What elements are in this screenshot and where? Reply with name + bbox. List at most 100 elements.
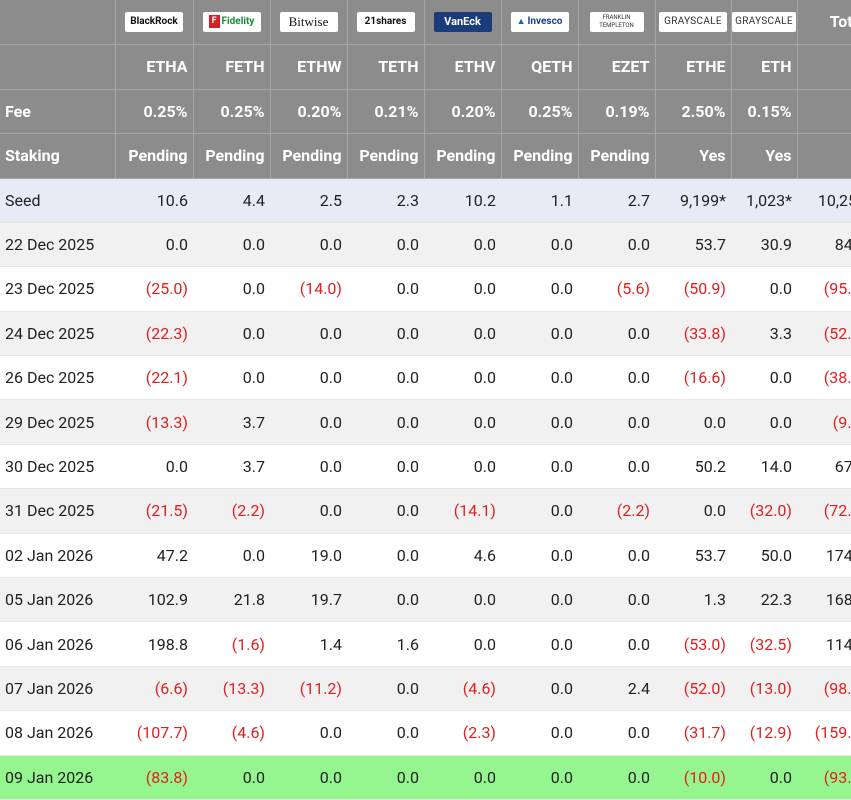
flow-value-cell: 1.6	[347, 621, 424, 667]
flow-value-cell: 3.7	[193, 444, 270, 490]
flow-value-cell: 0.0	[578, 755, 655, 800]
staking-row: Staking Pending Pending Pending Pending …	[0, 133, 851, 179]
flows-body: Seed 10.6 4.4 2.5 2.3 10.2 1.1 2.7 9,199* 1,023* 1…	[0, 178, 851, 800]
flow-value-cell: 0.0	[193, 755, 270, 800]
table-row: 02 Jan 2026 47.2 0.0 19.0 0.0 4.6 0.0 0.0 53.7 50…	[0, 533, 851, 579]
flow-value-cell: 0.0	[347, 355, 424, 401]
ticker-feth: FETH	[193, 44, 271, 90]
fee-feth: 0.25%	[193, 89, 271, 134]
flow-value-cell: 30.9	[731, 222, 797, 268]
flow-value-cell: (21.5)	[115, 488, 193, 534]
flow-value-cell: 0.0	[655, 399, 731, 445]
flow-value-cell: 0.0	[424, 266, 501, 312]
ticker-row-label	[0, 44, 116, 90]
corner-cell	[0, 0, 116, 45]
row-date: 29 Dec 2025	[0, 399, 115, 445]
total-value-cell: 174.5	[797, 533, 851, 579]
staking-ezet: Pending	[578, 133, 656, 179]
flow-value-cell: (14.1)	[424, 488, 501, 534]
flow-value-cell: 102.9	[115, 577, 193, 623]
table-row: 05 Jan 2026 102.9 21.8 19.7 0.0 0.0 0.0 0.0 1.3 2…	[0, 577, 851, 623]
ticker-total	[797, 44, 851, 90]
staking-feth: Pending	[193, 133, 271, 179]
table-row: 08 Jan 2026 (107.7) (4.6) 0.0 0.0 (2.3) 0.0 0.0…	[0, 710, 851, 756]
issuer-vaneck: VanEck	[424, 0, 502, 45]
grayscale-logo: GRAYSCALE	[732, 12, 796, 33]
row-date: 06 Jan 2026	[0, 621, 115, 667]
total-value-cell: (159.2)	[797, 710, 851, 756]
flow-value-cell: 2.5	[270, 178, 347, 223]
flow-value-cell: 0.0	[347, 533, 424, 579]
total-value-cell: 67.9	[797, 444, 851, 490]
flow-value-cell: (13.3)	[115, 399, 193, 445]
flow-value-cell: 0.0	[501, 755, 578, 800]
vaneck-logo: VanEck	[433, 12, 492, 33]
fee-row: Fee 0.25% 0.25% 0.20% 0.21% 0.20% 0.25% …	[0, 89, 851, 134]
flow-value-cell: (32.0)	[731, 488, 797, 534]
21shares-logo: 21shares	[356, 12, 415, 33]
table-row: 24 Dec 2025 (22.3) 0.0 0.0 0.0 0.0 0.0 0.0 (33.8…	[0, 311, 851, 357]
flow-value-cell: 0.0	[501, 311, 578, 357]
flow-value-cell: 0.0	[270, 222, 347, 268]
flow-value-cell: 0.0	[193, 266, 270, 312]
issuer-grayscale-ethe: GRAYSCALE	[655, 0, 732, 45]
staking-ethw: Pending	[270, 133, 348, 179]
flow-value-cell: 0.0	[578, 311, 655, 357]
flow-value-cell: 0.0	[424, 621, 501, 667]
flow-value-cell: 198.8	[115, 621, 193, 667]
total-value-cell: 168.0	[797, 577, 851, 623]
row-date: 02 Jan 2026	[0, 533, 115, 579]
flow-value-cell: 1.4	[270, 621, 347, 667]
flow-value-cell: (50.9)	[655, 266, 731, 312]
flow-value-cell: 4.6	[424, 533, 501, 579]
issuer-invesco: ▲ Invesco	[501, 0, 579, 45]
flow-value-cell: (4.6)	[193, 710, 270, 756]
flow-value-cell: 0.0	[501, 266, 578, 312]
ticker-ethe: ETHE	[655, 44, 732, 90]
seed-row: Seed 10.6 4.4 2.5 2.3 10.2 1.1 2.7 9,199* 1,023* 1…	[0, 178, 851, 223]
flow-value-cell: 0.0	[347, 311, 424, 357]
bitwise-logo: Bitwise	[279, 12, 338, 33]
flow-value-cell: 19.0	[270, 533, 347, 579]
row-date: 24 Dec 2025	[0, 311, 115, 357]
fidelity-logo: F Fidelity	[202, 12, 261, 33]
ticker-row: ETHA FETH ETHW TETH ETHV QETH EZET ETHE …	[0, 44, 851, 90]
total-header: Total	[797, 0, 851, 45]
flow-value-cell: 0.0	[347, 488, 424, 534]
flow-value-cell: 0.0	[578, 222, 655, 268]
flow-value-cell: 14.0	[731, 444, 797, 490]
flow-value-cell: 0.0	[270, 444, 347, 490]
flow-value-cell: (16.6)	[655, 355, 731, 401]
flow-value-cell: 1,023*	[731, 178, 797, 223]
flow-value-cell: 0.0	[578, 444, 655, 490]
ticker-teth: TETH	[347, 44, 425, 90]
table-row: 30 Dec 2025 0.0 3.7 0.0 0.0 0.0 0.0 0.0 50.2 14.0…	[0, 444, 851, 490]
ticker-ethv: ETHV	[424, 44, 502, 90]
flow-value-cell: (14.0)	[270, 266, 347, 312]
flow-value-cell: 0.0	[501, 666, 578, 712]
flow-value-cell: 0.0	[347, 666, 424, 712]
flow-value-cell: 3.7	[193, 399, 270, 445]
fee-ethw: 0.20%	[270, 89, 348, 134]
flow-value-cell: 0.0	[501, 355, 578, 401]
total-value-cell: (98.3)	[797, 666, 851, 712]
grayscale-logo: GRAYSCALE	[659, 12, 727, 33]
flow-value-cell: (2.2)	[578, 488, 655, 534]
franklin-templeton-logo: FRANKLIN TEMPLETON	[589, 12, 644, 33]
flow-value-cell: 4.4	[193, 178, 270, 223]
flow-value-cell: 0.0	[347, 755, 424, 800]
table-row: 29 Dec 2025 (13.3) 3.7 0.0 0.0 0.0 0.0 0.0 0.0 0.…	[0, 399, 851, 445]
flow-value-cell: (4.6)	[424, 666, 501, 712]
flow-value-cell: 21.8	[193, 577, 270, 623]
flow-value-cell: 9,199*	[655, 178, 731, 223]
flow-value-cell: 0.0	[193, 355, 270, 401]
issuer-grayscale-eth: GRAYSCALE	[731, 0, 798, 45]
flow-value-cell: 0.0	[347, 444, 424, 490]
fee-ethv: 0.20%	[424, 89, 502, 134]
flow-value-cell: 0.0	[193, 533, 270, 579]
flow-value-cell: 0.0	[424, 577, 501, 623]
flow-value-cell: 0.0	[731, 266, 797, 312]
flow-value-cell: (33.8)	[655, 311, 731, 357]
flow-value-cell: 0.0	[424, 311, 501, 357]
flow-value-cell: (22.3)	[115, 311, 193, 357]
